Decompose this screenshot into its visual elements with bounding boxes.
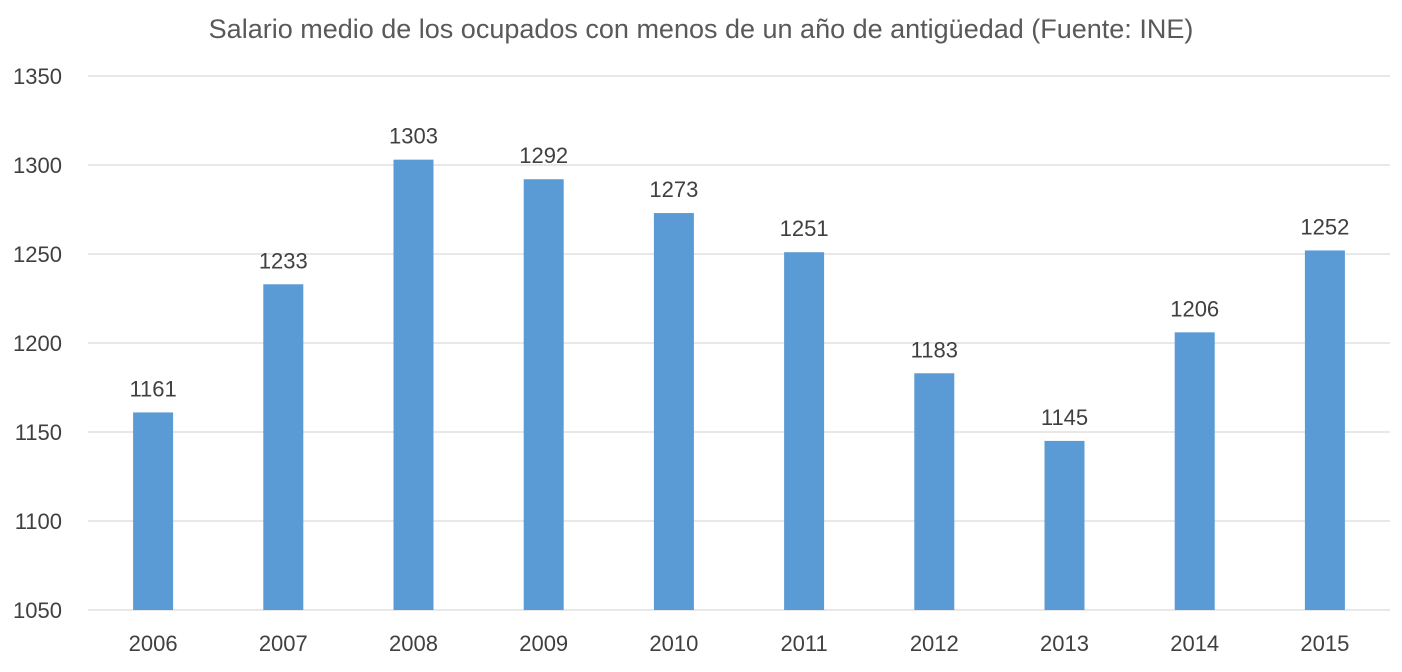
data-label: 1303 bbox=[389, 124, 438, 149]
data-label: 1273 bbox=[649, 177, 698, 202]
y-tick-label: 1050 bbox=[13, 598, 62, 623]
y-tick-label: 1350 bbox=[13, 64, 62, 89]
data-label: 1145 bbox=[1041, 405, 1088, 430]
data-label: 1292 bbox=[519, 143, 568, 168]
x-tick-label: 2013 bbox=[1040, 631, 1089, 656]
bar-2010 bbox=[653, 213, 694, 610]
bar-2008 bbox=[393, 159, 434, 610]
data-label: 1233 bbox=[259, 248, 308, 273]
data-label: 1161 bbox=[129, 376, 176, 401]
x-tick-label: 2007 bbox=[259, 631, 308, 656]
x-tick-label: 2015 bbox=[1300, 631, 1349, 656]
y-tick-label: 1200 bbox=[13, 331, 62, 356]
data-label: 1183 bbox=[911, 337, 958, 362]
y-tick-label: 1100 bbox=[15, 509, 62, 534]
x-tick-label: 2010 bbox=[649, 631, 698, 656]
data-label: 1252 bbox=[1300, 214, 1349, 239]
x-tick-label: 2008 bbox=[389, 631, 438, 656]
bar-2006 bbox=[133, 412, 174, 610]
chart-title: Salario medio de los ocupados con menos … bbox=[209, 14, 1194, 44]
bar-2015 bbox=[1304, 250, 1345, 610]
bar-2007 bbox=[263, 284, 304, 610]
bar-2014 bbox=[1174, 332, 1215, 610]
data-label: 1206 bbox=[1170, 296, 1219, 321]
bar-2009 bbox=[523, 179, 564, 611]
y-tick-label: 1300 bbox=[13, 153, 62, 178]
x-tick-label: 2006 bbox=[129, 631, 178, 656]
y-tick-label: 1250 bbox=[13, 242, 62, 267]
x-tick-label: 2012 bbox=[910, 631, 959, 656]
bar-2012 bbox=[914, 373, 955, 610]
y-tick-label: 1150 bbox=[15, 420, 62, 445]
x-tick-label: 2009 bbox=[519, 631, 568, 656]
bar-2011 bbox=[784, 252, 825, 610]
data-label: 1251 bbox=[780, 216, 829, 241]
x-tick-label: 2014 bbox=[1170, 631, 1219, 656]
bar-2013 bbox=[1044, 440, 1085, 610]
x-tick-label: 2011 bbox=[780, 631, 827, 656]
